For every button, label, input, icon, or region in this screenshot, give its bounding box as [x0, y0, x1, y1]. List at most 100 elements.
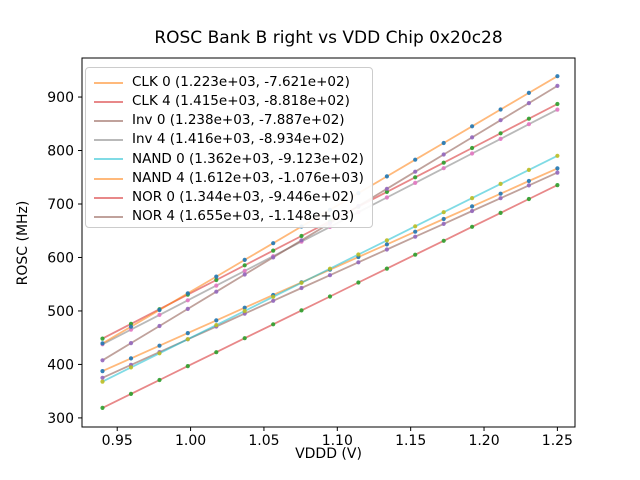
data-point-nor-0: [327, 294, 333, 299]
data-point-nor-0: [498, 210, 503, 215]
data-point-nand-4: [128, 324, 134, 329]
data-point-nand-4: [271, 241, 276, 246]
data-point-inv-0: [498, 196, 503, 201]
data-point-nand-0: [299, 280, 304, 285]
data-point-nor-4: [128, 341, 134, 346]
data-point-clk-0: [157, 343, 162, 348]
data-point-clk-0: [242, 305, 247, 310]
data-point-inv-0: [327, 273, 333, 278]
data-point-nor-0: [100, 405, 105, 410]
data-point-nand-4: [413, 157, 418, 162]
y-tick-label: 600: [47, 250, 74, 266]
legend: CLK 0 (1.223e+03, -7.621e+02) CLK 4 (1.41…: [85, 67, 373, 228]
data-point-nand-0: [157, 351, 162, 356]
data-point-nand-4: [470, 124, 475, 129]
data-point-inv-0: [526, 183, 532, 188]
data-point-nor-0: [185, 364, 190, 369]
x-tick-label: 1.25: [542, 433, 573, 449]
legend-line-swatch: [94, 177, 123, 180]
data-point-nor-4: [413, 169, 418, 174]
data-point-nor-0: [384, 266, 389, 271]
data-point-nand-0: [356, 252, 361, 257]
legend-item-clk-0: CLK 0 (1.223e+03, -7.621e+02): [94, 73, 372, 92]
data-point-inv-4: [128, 327, 134, 332]
legend-item-label: Inv 0 (1.238e+03, -7.887e+02): [132, 112, 345, 129]
data-point-nor-4: [100, 358, 105, 363]
legend-line-swatch: [94, 100, 123, 103]
x-tick-label: 0.95: [102, 433, 133, 449]
legend-item-label: CLK 4 (1.415e+03, -8.818e+02): [132, 93, 350, 110]
legend-line-swatch: [94, 81, 123, 84]
data-point-inv-4: [242, 268, 247, 273]
data-point-nor-0: [242, 336, 247, 341]
y-tick-label: 700: [47, 197, 74, 213]
data-point-clk-4: [498, 131, 503, 136]
data-point-nor-0: [356, 280, 361, 285]
data-point-nand-0: [100, 379, 105, 384]
data-point-inv-4: [498, 136, 503, 141]
data-point-nor-0: [526, 196, 532, 202]
legend-item-label: NOR 0 (1.344e+03, -9.446e+02): [132, 188, 355, 205]
data-point-clk-4: [413, 175, 418, 180]
y-tick-label: 400: [47, 357, 74, 373]
data-point-nand-0: [242, 308, 247, 314]
data-point-inv-4: [526, 122, 532, 127]
data-point-inv-0: [299, 285, 304, 291]
data-point-clk-0: [128, 356, 134, 361]
data-point-clk-0: [384, 242, 389, 247]
data-point-nor-4: [157, 323, 162, 329]
data-point-nor-0: [413, 252, 418, 257]
y-tick-label: 300: [47, 411, 74, 427]
data-point-nand-0: [526, 167, 532, 172]
data-point-inv-4: [441, 166, 446, 171]
data-point-clk-4: [214, 277, 219, 283]
legend-item-nand-4: NAND 4 (1.612e+03, -1.076e+03): [94, 169, 372, 188]
data-point-clk-0: [100, 369, 105, 374]
x-tick-label: 1.10: [322, 433, 353, 449]
data-point-nand-4: [157, 307, 162, 313]
data-point-nor-0: [128, 391, 134, 396]
legend-item-label: NAND 4 (1.612e+03, -1.076e+03): [132, 169, 364, 186]
legend-item-label: Inv 4 (1.416e+03, -8.934e+02): [132, 131, 345, 148]
data-point-nor-4: [555, 83, 560, 88]
data-point-clk-0: [214, 318, 219, 323]
data-point-clk-4: [555, 101, 560, 107]
data-point-inv-0: [271, 298, 276, 303]
data-point-nand-0: [470, 196, 475, 201]
data-point-nand-0: [384, 238, 389, 243]
data-point-nand-0: [498, 181, 503, 186]
legend-item-inv-4: Inv 4 (1.416e+03, -8.934e+02): [94, 131, 372, 150]
data-point-nor-4: [299, 238, 304, 243]
data-point-nor-4: [441, 152, 446, 157]
data-point-nand-4: [555, 74, 560, 79]
x-tick-label: 1.15: [395, 433, 426, 449]
data-point-nand-4: [384, 174, 389, 179]
data-point-nor-4: [498, 118, 503, 123]
data-point-inv-4: [157, 312, 162, 317]
data-point-nor-0: [157, 377, 162, 383]
data-point-nor-0: [470, 224, 475, 229]
legend-line-swatch: [94, 158, 123, 161]
data-point-inv-4: [555, 107, 560, 112]
legend-item-label: CLK 0 (1.223e+03, -7.621e+02): [132, 73, 350, 90]
axes-spines: [81, 57, 576, 428]
y-tick-label: 800: [47, 144, 74, 160]
data-point-clk-4: [299, 233, 304, 239]
data-point-clk-0: [498, 191, 503, 196]
legend-item-nand-0: NAND 0 (1.362e+03, -9.123e+02): [94, 150, 372, 169]
data-point-clk-0: [413, 229, 418, 234]
data-point-nor-4: [185, 306, 190, 311]
data-point-inv-4: [470, 151, 475, 156]
data-point-nand-0: [271, 294, 276, 299]
data-point-nand-4: [100, 341, 105, 346]
data-point-nand-0: [413, 224, 418, 229]
legend-line-swatch: [94, 215, 123, 218]
data-point-clk-4: [441, 160, 446, 165]
data-point-nand-0: [555, 153, 560, 158]
data-point-nand-0: [185, 337, 190, 342]
data-point-nor-0: [299, 308, 304, 313]
data-point-nor-0: [271, 322, 276, 327]
legend-item-inv-0: Inv 0 (1.238e+03, -7.887e+02): [94, 111, 372, 130]
legend-item-clk-4: CLK 4 (1.415e+03, -8.818e+02): [94, 92, 372, 111]
